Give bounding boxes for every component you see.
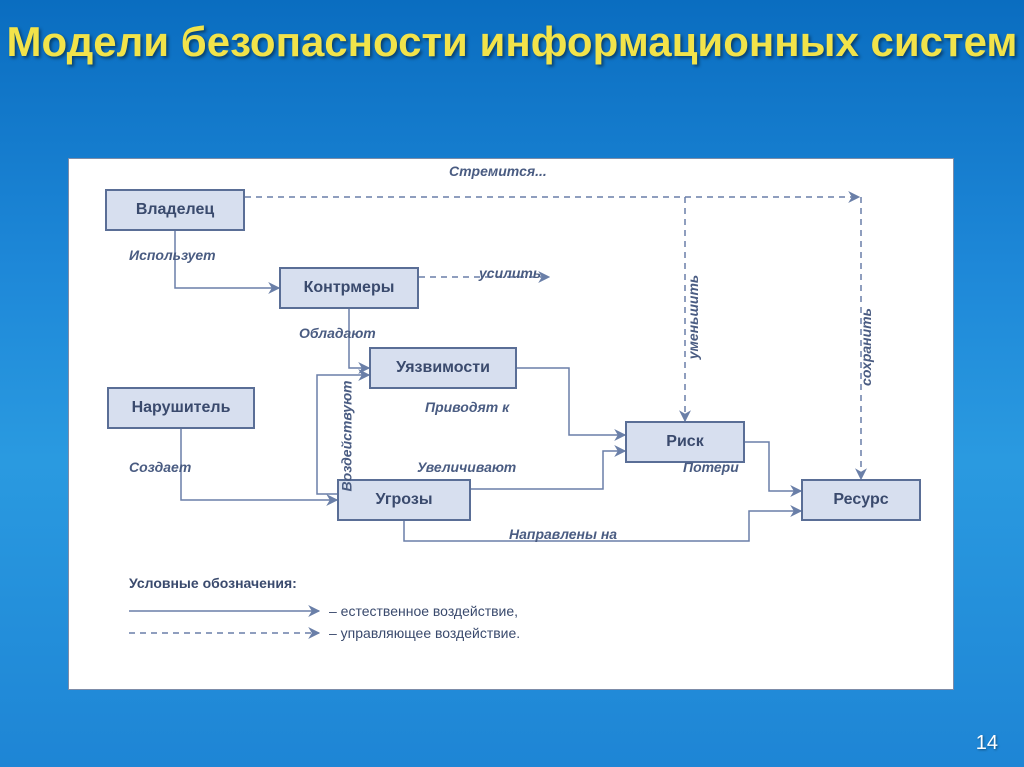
node-threats: Угрозы	[337, 479, 471, 521]
edge-label-e-counter-vuln: Обладают	[299, 325, 376, 341]
node-owner: Владелец	[105, 189, 245, 231]
legend-header: Условные обозначения:	[129, 575, 297, 591]
edge-label-e-owner-seeks: Стремится...	[449, 163, 547, 179]
node-resource: Ресурс	[801, 479, 921, 521]
edge-label-e-threats-resource: Направлены на	[509, 526, 617, 542]
page-number: 14	[976, 732, 998, 755]
edge-label-e-risk-resource: Потери	[683, 459, 739, 475]
edge-label-e-preserve: сохранить	[858, 308, 874, 386]
edge-label-e-owner-counter: Использует	[129, 247, 216, 263]
edge-label-e-reduce: уменьшить	[685, 275, 701, 359]
edge-label-e-counter-enhance: усилить	[479, 265, 541, 281]
diagram-panel: Владелец Контрмеры Уязвимости Нарушитель Угр…	[68, 158, 954, 690]
slide: Модели безопасности информационных систе…	[0, 0, 1024, 767]
edge-label-e-threats-risk: Увеличивают	[417, 459, 516, 475]
edge-e-intruder-threats	[181, 429, 337, 500]
edge-label-e-vuln-risk: Приводят к	[425, 399, 509, 415]
edge-e-risk-resource	[745, 442, 801, 491]
legend-text-solid: – естественное воздействие,	[329, 603, 518, 619]
slide-title: Модели безопасности информационных систе…	[0, 18, 1024, 66]
node-counter: Контрмеры	[279, 267, 419, 309]
node-vuln: Уязвимости	[369, 347, 517, 389]
node-risk: Риск	[625, 421, 745, 463]
edge-label-e-threats-vuln: Воздействуют	[338, 381, 354, 492]
legend-text-dashed: – управляющее воздействие.	[329, 625, 520, 641]
edge-e-vuln-risk	[517, 368, 625, 435]
node-intruder: Нарушитель	[107, 387, 255, 429]
edge-label-e-intruder-threats: Создает	[129, 459, 191, 475]
